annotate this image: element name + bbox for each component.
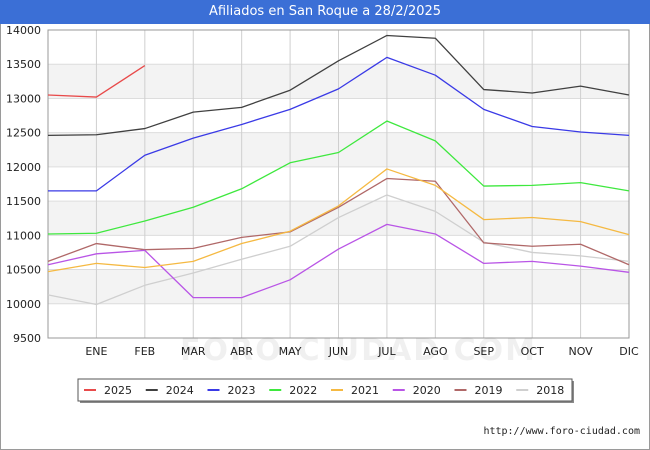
series-line-2018 bbox=[47, 194, 630, 306]
legend-label: 2022 bbox=[289, 384, 317, 397]
x-tick-label: JUN bbox=[328, 345, 349, 358]
y-tick-label: 14000 bbox=[6, 24, 41, 37]
y-tick-label: 13500 bbox=[6, 58, 41, 71]
legend-label: 2024 bbox=[166, 384, 194, 397]
legend-label: 2021 bbox=[351, 384, 379, 397]
x-tick-label: MAY bbox=[279, 345, 302, 358]
y-tick-label: 11000 bbox=[6, 229, 41, 242]
y-tick-label: 9500 bbox=[13, 332, 41, 345]
series-line-2020 bbox=[47, 223, 630, 299]
plot-area bbox=[47, 29, 630, 339]
legend-label: 2020 bbox=[413, 384, 441, 397]
x-tick-label: DIC bbox=[619, 345, 639, 358]
x-tick-label: SEP bbox=[473, 345, 494, 358]
series-line-2021 bbox=[47, 168, 630, 273]
series-line-2019 bbox=[47, 177, 630, 266]
y-tick-label: 10500 bbox=[6, 264, 41, 277]
y-tick-label: 10000 bbox=[6, 298, 41, 311]
series-line-2023 bbox=[48, 56, 630, 192]
x-tick-label: JUL bbox=[377, 345, 396, 358]
y-tick-label: 12000 bbox=[6, 161, 41, 174]
x-tick-label: MAR bbox=[181, 345, 206, 358]
x-tick-label: AGO bbox=[423, 345, 448, 358]
y-tick-label: 12500 bbox=[6, 127, 41, 140]
x-tick-label: NOV bbox=[568, 345, 593, 358]
y-tick-label: 13000 bbox=[6, 92, 41, 105]
legend-box bbox=[77, 378, 573, 402]
legend-label: 2025 bbox=[104, 384, 132, 397]
legend-label: 2023 bbox=[228, 384, 256, 397]
legend-label: 2018 bbox=[536, 384, 564, 397]
x-tick-label: FEB bbox=[134, 345, 155, 358]
series-line-2024 bbox=[47, 34, 630, 137]
footer-url: http://www.foro-ciudad.com bbox=[483, 426, 640, 437]
watermark-text: FORO-CIUDAD.COM bbox=[180, 333, 537, 368]
y-tick-label: 11500 bbox=[6, 195, 41, 208]
series-line-2022 bbox=[47, 120, 630, 235]
x-tick-label: ABR bbox=[230, 345, 253, 358]
x-tick-label: ENE bbox=[85, 345, 107, 358]
legend-label: 2019 bbox=[475, 384, 503, 397]
chart-title: Afiliados en San Roque a 28/2/2025 bbox=[0, 0, 650, 24]
x-tick-label: OCT bbox=[521, 345, 544, 358]
series-line-2025 bbox=[47, 65, 146, 98]
